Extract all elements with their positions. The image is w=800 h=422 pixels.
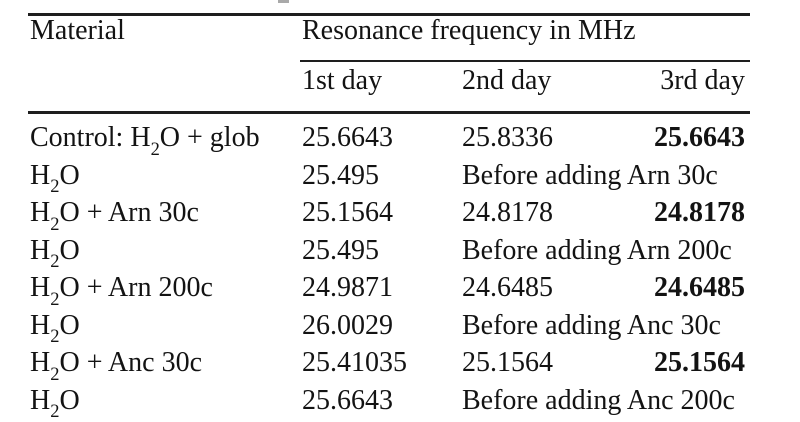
- material-text: H: [30, 272, 50, 303]
- material-text: Control: H: [30, 122, 151, 153]
- chem-subscript: 2: [151, 139, 160, 159]
- chem-subscript: 2: [50, 251, 59, 271]
- day1-value: 24.9871: [302, 274, 393, 302]
- day3-value-bold: 25.1564: [654, 349, 745, 377]
- day1-value: 26.0029: [302, 312, 393, 340]
- chem-subscript: 2: [50, 176, 59, 196]
- material-text: H: [30, 385, 50, 416]
- day1-value: 25.495: [302, 162, 379, 190]
- material-cell: Control: H2O + glob: [30, 124, 260, 152]
- chem-subscript: 2: [50, 289, 59, 309]
- day1-value: 25.41035: [302, 349, 407, 377]
- before-adding-note: Before adding Arn 200c: [462, 237, 732, 265]
- material-cell: H2O: [30, 162, 80, 190]
- day2-value: 25.1564: [462, 349, 553, 377]
- material-text: O + glob: [160, 122, 260, 153]
- day1-value: 25.1564: [302, 199, 393, 227]
- day3-value-bold: 25.6643: [654, 124, 745, 152]
- day2-value: 24.8178: [462, 199, 553, 227]
- material-cell: H2O + Arn 30c: [30, 199, 199, 227]
- column-header-material: Material: [30, 17, 125, 45]
- day2-value: 25.8336: [462, 124, 553, 152]
- table-row: H2O 25.495 Before adding Arn 30c: [0, 160, 800, 198]
- table-row: H2O + Anc 30c 25.41035 25.1564 25.1564: [0, 347, 800, 385]
- chem-subscript: 2: [50, 326, 59, 346]
- material-text: O + Arn 200c: [59, 272, 212, 303]
- material-text: H: [30, 160, 50, 191]
- material-text: O + Anc 30c: [59, 347, 202, 378]
- day3-value-bold: 24.8178: [654, 199, 745, 227]
- material-cell: H2O: [30, 237, 80, 265]
- column-header-2nd-day: 2nd day: [462, 67, 551, 95]
- chem-subscript: 2: [50, 401, 59, 421]
- column-header-3rd-day: 3rd day: [660, 67, 745, 95]
- table-body: Control: H2O + glob 25.6643 25.8336 25.6…: [0, 122, 800, 422]
- table-row: H2O 26.0029 Before adding Anc 30c: [0, 310, 800, 348]
- material-text: H: [30, 347, 50, 378]
- material-text: O: [59, 235, 79, 266]
- day2-value: 24.6485: [462, 274, 553, 302]
- material-text: O + Arn 30c: [59, 197, 198, 228]
- table-row: H2O 25.495 Before adding Arn 200c: [0, 235, 800, 273]
- day1-value: 25.6643: [302, 124, 393, 152]
- day1-value: 25.495: [302, 237, 379, 265]
- material-cell: H2O: [30, 387, 80, 415]
- material-text: H: [30, 197, 50, 228]
- column-header-1st-day: 1st day: [302, 67, 382, 95]
- chem-subscript: 2: [50, 364, 59, 384]
- material-text: O: [59, 160, 79, 191]
- table-row: Control: H2O + glob 25.6643 25.8336 25.6…: [0, 122, 800, 160]
- table-row: H2O + Arn 30c 25.1564 24.8178 24.8178: [0, 197, 800, 235]
- material-text: O: [59, 385, 79, 416]
- column-group-header-resonance-frequency: Resonance frequency in MHz: [302, 17, 636, 45]
- material-text: O: [59, 310, 79, 341]
- table-row: H2O 25.6643 Before adding Anc 200c: [0, 385, 800, 422]
- material-cell: H2O + Arn 200c: [30, 274, 213, 302]
- frequency-group-rule: [300, 60, 750, 62]
- before-adding-note: Before adding Anc 30c: [462, 312, 721, 340]
- header-bottom-rule: [28, 111, 750, 114]
- day3-value-bold: 24.6485: [654, 274, 745, 302]
- chem-subscript: 2: [50, 214, 59, 234]
- material-cell: H2O + Anc 30c: [30, 349, 202, 377]
- material-text: H: [30, 310, 50, 341]
- material-text: H: [30, 235, 50, 266]
- cropped-caption-fragment: [278, 0, 289, 3]
- material-cell: H2O: [30, 312, 80, 340]
- before-adding-note: Before adding Anc 200c: [462, 387, 735, 415]
- day1-value: 25.6643: [302, 387, 393, 415]
- before-adding-note: Before adding Arn 30c: [462, 162, 718, 190]
- table-row: H2O + Arn 200c 24.9871 24.6485 24.6485: [0, 272, 800, 310]
